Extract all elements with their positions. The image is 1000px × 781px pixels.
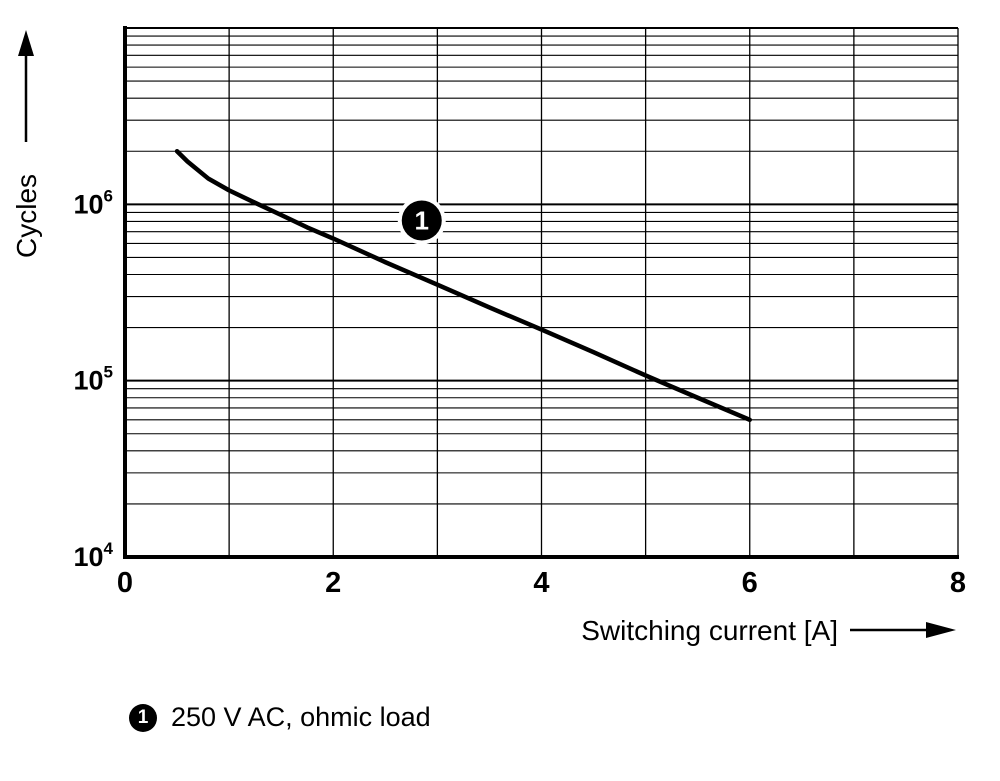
y-tick-label: 105 [73,363,113,396]
x-tick-label: 2 [325,567,341,599]
y-axis-arrow-head [18,30,34,56]
y-axis-label: Cycles [11,174,42,258]
chart-legend: 1 250 V AC, ohmic load [129,702,431,733]
legend-marker-1-badge: 1 [129,703,157,732]
cycles-vs-switching-current-chart: 0 2 4 6 8 104 105 106 1 Cycles Switching current [… [11,26,966,646]
x-tick-label: 6 [742,567,758,599]
curve-marker-1 [401,200,442,241]
legend-text: 250 V AC, ohmic load [171,702,431,732]
x-tick-label: 0 [117,567,133,599]
x-tick-label: 8 [950,567,966,599]
x-axis-arrow-head [926,622,956,638]
x-tick-label: 4 [533,567,549,599]
series-curve-1 [174,149,752,423]
x-axis-label: Switching current [A] [581,615,838,646]
y-tick-label: 104 [73,539,113,572]
curve-marker-label: 1 [415,205,429,235]
y-tick-label: 106 [73,186,113,219]
